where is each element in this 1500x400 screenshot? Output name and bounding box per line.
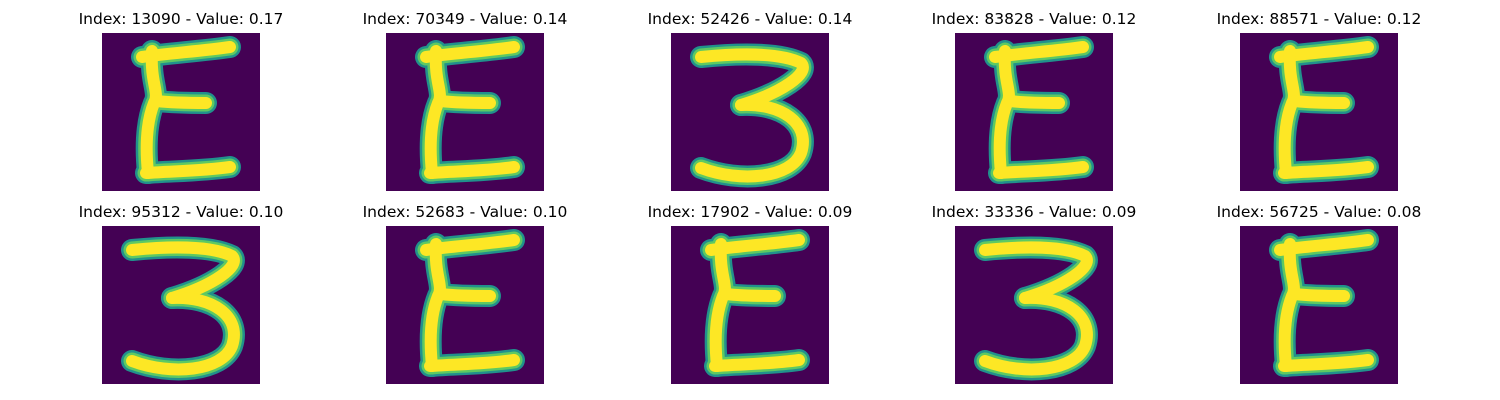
panel-title: Index: 13090 - Value: 0.17 — [78, 10, 284, 28]
stroke-path — [126, 291, 240, 376]
digit-image — [386, 33, 544, 191]
digit-svg — [955, 33, 1113, 191]
digit-svg — [671, 226, 829, 384]
digit-image — [671, 226, 829, 384]
stroke-path — [1289, 95, 1350, 109]
digit-svg — [1240, 33, 1398, 191]
digit-image — [671, 33, 829, 191]
panel-title: Index: 95312 - Value: 0.10 — [78, 203, 284, 221]
stroke-path — [979, 241, 1093, 304]
stroke-path — [424, 161, 520, 179]
stroke-path — [1004, 95, 1065, 109]
stroke-path — [435, 95, 496, 109]
digit-svg — [955, 226, 1113, 384]
stroke-path — [695, 48, 809, 111]
digit-image — [1240, 33, 1398, 191]
stroke-path — [435, 288, 496, 302]
digit-image — [1240, 226, 1398, 384]
digit-svg — [102, 33, 260, 191]
panel-title: Index: 52683 - Value: 0.10 — [362, 203, 568, 221]
stroke-path — [1289, 288, 1350, 302]
stroke-path — [979, 291, 1093, 376]
digit-svg — [102, 226, 260, 384]
digit-svg — [1240, 226, 1398, 384]
digit-svg — [386, 226, 544, 384]
stroke-path — [709, 354, 805, 372]
panel-title: Index: 56725 - Value: 0.08 — [1216, 203, 1422, 221]
stroke-path — [140, 161, 236, 179]
digit-image — [102, 33, 260, 191]
digit-image — [102, 226, 260, 384]
stroke-path — [993, 161, 1089, 179]
digit-image — [955, 33, 1113, 191]
panel-title: Index: 52426 - Value: 0.14 — [647, 10, 853, 28]
panel-title: Index: 83828 - Value: 0.12 — [931, 10, 1137, 28]
digit-svg — [386, 33, 544, 191]
digit-svg — [671, 33, 829, 191]
panel-title: Index: 88571 - Value: 0.12 — [1216, 10, 1422, 28]
stroke-path — [126, 241, 240, 304]
digit-image — [386, 226, 544, 384]
stroke-path — [424, 354, 520, 372]
panel-title: Index: 17902 - Value: 0.09 — [647, 203, 853, 221]
stroke-path — [695, 98, 809, 183]
stroke-path — [720, 288, 781, 302]
stroke-path — [151, 95, 212, 109]
panel-title: Index: 70349 - Value: 0.14 — [362, 10, 568, 28]
stroke-path — [1278, 161, 1374, 179]
stroke-path — [1278, 354, 1374, 372]
digit-image — [955, 226, 1113, 384]
panel-title: Index: 33336 - Value: 0.09 — [931, 203, 1137, 221]
